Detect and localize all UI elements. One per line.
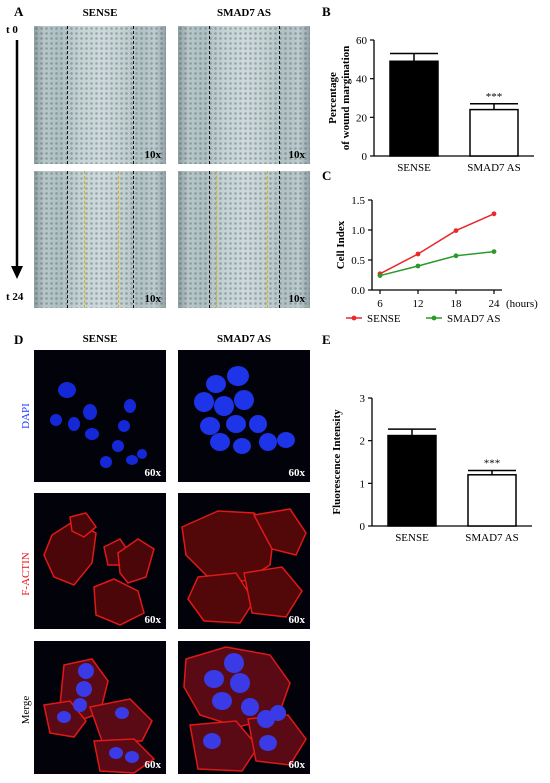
legend-label: SMAD7 AS — [447, 313, 501, 325]
y-axis-label-line: Percentage — [327, 72, 339, 124]
bar-1 — [467, 474, 517, 527]
y-tick-label: 1.5 — [351, 195, 365, 207]
x-tick-label: 24 — [489, 298, 501, 310]
x-tick-label: SMAD7 AS — [465, 532, 519, 544]
x-tick-label: 12 — [413, 298, 424, 310]
bar-0 — [389, 60, 439, 157]
legend-label: SENSE — [367, 313, 401, 325]
chart-e: 0 1 2 3 SENSE SMAD7 AS *** Fluorescence Intensi… — [331, 393, 532, 544]
y-tick-label: 1 — [360, 478, 366, 490]
row-label-dapi: DAPI — [20, 403, 32, 429]
time-end-label: t 24 — [6, 291, 24, 303]
magnification-label: 60x — [144, 614, 162, 626]
series-point-1 — [415, 263, 421, 269]
x-tick-label: 18 — [451, 298, 463, 310]
series-point-0 — [491, 211, 497, 217]
micrograph-sense-t0: 10x — [34, 26, 166, 164]
x-tick-label: SENSE — [397, 162, 431, 174]
panel-a-column-smad7: SMAD7 AS — [216, 7, 272, 19]
y-tick-label: 60 — [356, 35, 368, 47]
x-unit-label: (hours) — [506, 298, 538, 310]
panel-letter-e: E — [322, 332, 331, 347]
y-axis-label-line: of wound margination — [340, 46, 352, 151]
magnification-label: 60x — [288, 759, 306, 771]
y-axis-label-line: Fluorescence Intensity — [331, 409, 343, 515]
panel-letter-b: B — [322, 4, 331, 19]
series-point-1 — [377, 273, 383, 278]
bar-1 — [469, 108, 519, 157]
y-tick-label: 1.0 — [351, 225, 365, 237]
significance-label: *** — [486, 91, 503, 103]
y-tick-label: 3 — [360, 393, 366, 405]
y-tick-label: 0 — [360, 521, 366, 533]
merge-cells — [183, 646, 307, 772]
micrograph-smad7-t0: 10x — [178, 26, 310, 164]
x-tick-label: SENSE — [395, 532, 429, 544]
panel-letter-c: C — [322, 168, 332, 183]
micrograph-sense-t24: 10x — [34, 171, 166, 308]
series-line-1 — [379, 250, 495, 277]
y-axis-label: Fluorescence Intensity — [331, 409, 343, 515]
chart-b: 0 20 40 60 SENSE SMAD7 AS *** Percentageof woun… — [327, 35, 534, 174]
panel-letter-d: D — [14, 332, 24, 347]
micrograph-dapi-smad7: 60x — [178, 350, 310, 482]
magnification-label: 60x — [144, 467, 162, 479]
y-axis-label: Cell Index — [335, 220, 347, 269]
panel-d-column-smad7: SMAD7 AS — [216, 333, 272, 345]
series-line-0 — [379, 213, 495, 275]
x-tick-label: SMAD7 AS — [467, 162, 521, 174]
significance-label: *** — [484, 458, 501, 470]
time-start-label: t 0 — [6, 24, 18, 36]
bar-0 — [387, 434, 437, 527]
series-point-1 — [491, 249, 497, 254]
panel-a-column-sense: SENSE — [82, 7, 118, 19]
y-axis-label: Percentageof wound margination — [327, 46, 352, 151]
series-point-0 — [453, 228, 459, 233]
y-tick-label: 0.0 — [351, 285, 365, 297]
dapi-nuclei — [194, 366, 295, 454]
micrograph-factin-smad7: 60x — [178, 493, 310, 629]
y-tick-label: 20 — [356, 112, 368, 124]
magnification-label: 60x — [288, 614, 306, 626]
chart-c: 0.0 0.5 1.0 1.5 6 12 18 24 (hours) Cell Index SENS… — [335, 195, 538, 325]
factin-cells — [43, 512, 155, 626]
micrograph-smad7-t24: 10x — [178, 171, 310, 308]
micrograph-factin-sense: 60x — [34, 493, 166, 629]
series-point-1 — [453, 253, 459, 259]
panel-letter-a: A — [14, 4, 24, 19]
row-label-factin: F-ACTIN — [20, 552, 32, 596]
magnification-label: 60x — [288, 467, 306, 479]
x-tick-label: 6 — [377, 298, 383, 310]
legend-swatch-point — [431, 315, 437, 321]
y-tick-label: 2 — [360, 436, 366, 448]
magnification-label: 10x — [288, 149, 306, 161]
y-tick-label: 0 — [362, 151, 368, 163]
row-label-merge: Merge — [20, 695, 32, 725]
panel-d-column-sense: SENSE — [82, 333, 118, 345]
micrograph-dapi-sense: 60x — [34, 350, 166, 482]
magnification-label: 60x — [144, 759, 162, 771]
y-tick-label: 40 — [356, 74, 368, 86]
merge-cells — [43, 658, 156, 774]
y-tick-label: 0.5 — [351, 255, 365, 267]
micrograph-merge-smad7: 60x — [178, 641, 310, 774]
magnification-label: 10x — [288, 293, 306, 305]
magnification-label: 10x — [144, 149, 162, 161]
time-arrow — [11, 40, 23, 279]
magnification-label: 10x — [144, 293, 162, 305]
legend-swatch-point — [351, 315, 357, 321]
dapi-nuclei — [50, 382, 147, 468]
series-point-0 — [415, 251, 421, 257]
micrograph-merge-sense: 60x — [34, 641, 166, 774]
factin-cells — [181, 508, 307, 624]
